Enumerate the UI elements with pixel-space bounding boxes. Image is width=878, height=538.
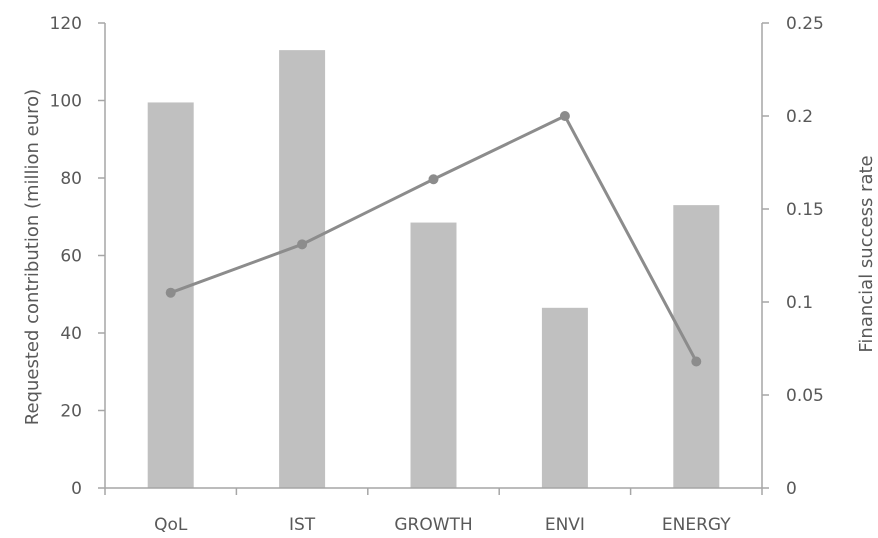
bar-growth	[410, 222, 457, 488]
right-tick-label: 0.2	[786, 107, 813, 127]
left-tick-label: 20	[60, 402, 82, 422]
left-tick-label: 120	[50, 14, 82, 34]
right-tick-label: 0.25	[786, 14, 824, 34]
x-tick-label: IST	[289, 515, 316, 535]
right-axis-title: Financial success rate	[856, 155, 877, 352]
rate-point-envi	[559, 111, 570, 121]
right-tick-label: 0	[786, 479, 797, 499]
left-axis-ticks: 0 20 40 60 80 100 120	[50, 14, 105, 499]
left-tick-label: 80	[60, 169, 82, 189]
rate-point-growth	[428, 174, 439, 185]
right-tick-label: 0.05	[786, 386, 824, 406]
x-tick-label: GROWTH	[394, 515, 472, 535]
bar-series	[147, 50, 720, 488]
bar-ist	[279, 50, 326, 488]
x-tick-label: ENVI	[545, 515, 585, 535]
axes	[104, 23, 763, 489]
bar-energy	[673, 205, 720, 488]
rate-point-qol	[165, 287, 176, 298]
x-axis-labels: QoL IST GROWTH ENVI ENERGY	[104, 488, 763, 535]
left-tick-label: 40	[60, 324, 82, 344]
rate-point-ist	[297, 239, 308, 250]
rate-line-series	[165, 111, 702, 367]
left-tick-label: 100	[50, 92, 82, 112]
right-tick-label: 0.1	[786, 293, 813, 313]
left-tick-label: 60	[60, 247, 82, 267]
rate-point-energy	[691, 356, 702, 367]
left-axis-title: Requested contribution (million euro)	[22, 89, 43, 425]
bar-envi	[541, 307, 588, 488]
x-tick-label: ENERGY	[662, 515, 731, 535]
left-tick-label: 0	[71, 479, 82, 499]
right-tick-label: 0.15	[786, 200, 824, 220]
x-tick-label: QoL	[154, 515, 188, 535]
right-axis-ticks: 0 0.05 0.1 0.15 0.2 0.25	[762, 14, 824, 499]
